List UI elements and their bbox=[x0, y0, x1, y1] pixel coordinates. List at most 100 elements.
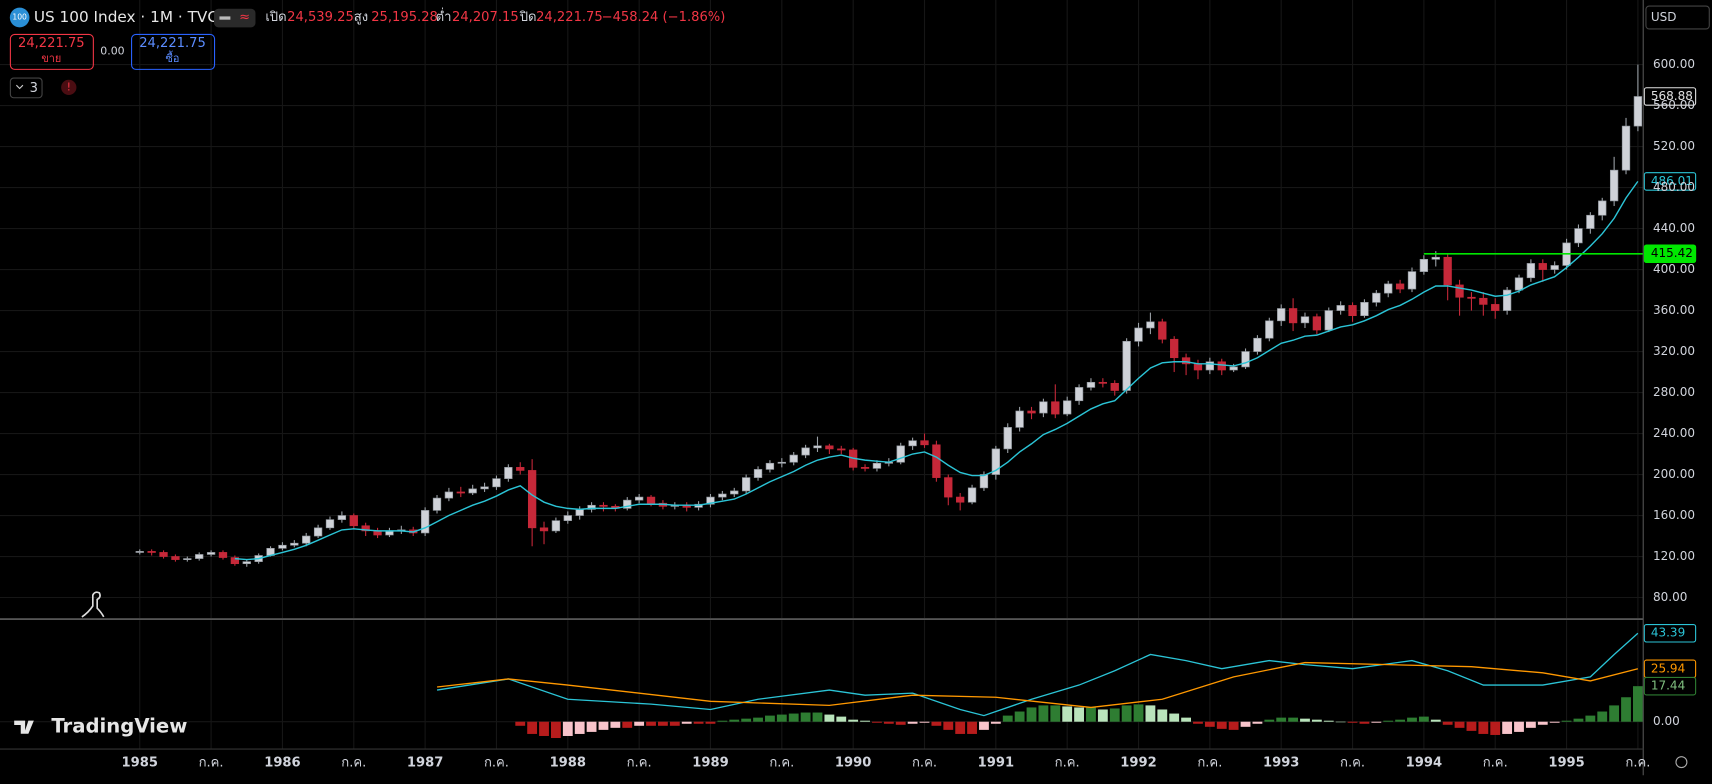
histogram-bar bbox=[1597, 711, 1608, 722]
status-dash bbox=[219, 16, 231, 20]
histogram-bar bbox=[1621, 697, 1631, 722]
indicators-toggle[interactable] bbox=[9, 77, 43, 99]
histogram-bar bbox=[848, 719, 859, 722]
sell-button[interactable] bbox=[9, 33, 94, 70]
y-tick-label: 0.00 bbox=[1653, 714, 1680, 728]
candle-body bbox=[1514, 277, 1524, 291]
candle-body bbox=[539, 527, 549, 532]
candle-body bbox=[1063, 400, 1072, 415]
candle-body bbox=[1158, 321, 1167, 340]
histogram-bar bbox=[586, 721, 597, 732]
candle-body bbox=[646, 496, 656, 504]
x-tick-label: 1991 bbox=[978, 756, 1014, 771]
buy-button[interactable] bbox=[131, 33, 216, 70]
histogram-bar bbox=[812, 712, 823, 722]
histogram-bar bbox=[1145, 705, 1156, 722]
candle-body bbox=[777, 461, 786, 464]
histogram-bar bbox=[800, 712, 811, 722]
ohlc-value: 24,221.75 bbox=[536, 10, 603, 25]
histogram-bar bbox=[1371, 721, 1382, 723]
candle-body bbox=[551, 520, 561, 532]
x-tick-label: 1992 bbox=[1120, 756, 1156, 771]
logo-icon bbox=[14, 720, 34, 734]
candle-body bbox=[349, 515, 358, 527]
histogram-bar bbox=[895, 721, 906, 725]
candle-body bbox=[444, 491, 454, 499]
histogram-bar bbox=[1216, 721, 1227, 729]
candle-body bbox=[908, 440, 917, 447]
candle-body bbox=[337, 515, 347, 520]
histogram-bar bbox=[1038, 705, 1049, 722]
symbol-title[interactable]: US 100 Index · 1M · TVC bbox=[34, 8, 218, 26]
histogram-bar bbox=[1525, 721, 1536, 728]
histogram-bar bbox=[705, 721, 716, 724]
candle-body bbox=[1609, 169, 1619, 202]
x-tick-label: 1994 bbox=[1406, 756, 1442, 771]
candle-body bbox=[1110, 382, 1119, 391]
candle-body bbox=[623, 499, 632, 509]
symbol-status bbox=[214, 8, 256, 28]
histogram-bar bbox=[1537, 721, 1548, 725]
histogram-bar bbox=[1264, 719, 1275, 722]
candle-body bbox=[1051, 401, 1060, 415]
candle-body bbox=[789, 454, 798, 463]
candle-body bbox=[135, 551, 144, 553]
moving-average bbox=[234, 180, 1639, 561]
histogram-bar bbox=[1478, 721, 1489, 734]
histogram-bar bbox=[1359, 721, 1370, 724]
candle-body bbox=[171, 556, 180, 560]
candle-body bbox=[979, 474, 989, 489]
candle-body bbox=[456, 491, 465, 494]
x-tick-label: ก.ค. bbox=[627, 756, 652, 771]
candle-body bbox=[1574, 228, 1583, 244]
candle-body bbox=[1265, 320, 1274, 339]
value-badge-label: 568.88 bbox=[1651, 89, 1693, 103]
histogram-bar bbox=[1407, 717, 1417, 722]
histogram-bar bbox=[1097, 709, 1108, 722]
candle-body bbox=[1312, 316, 1322, 331]
histogram-bar bbox=[919, 721, 930, 723]
candle-body bbox=[361, 525, 370, 532]
y-tick-label: 520.00 bbox=[1653, 139, 1695, 153]
x-tick-label: ก.ค. bbox=[341, 756, 366, 771]
histogram-bar bbox=[1276, 717, 1287, 722]
histogram-bar bbox=[907, 721, 918, 724]
histogram-bar bbox=[943, 721, 954, 730]
histogram-bar bbox=[1133, 704, 1144, 722]
candle-body bbox=[1491, 304, 1500, 311]
histogram-bar bbox=[1502, 721, 1513, 734]
currency-button[interactable] bbox=[1645, 5, 1710, 30]
histogram-bar bbox=[1430, 719, 1441, 722]
histogram-bar bbox=[1193, 721, 1203, 724]
candle-body bbox=[801, 447, 810, 456]
value-badge-label: 43.39 bbox=[1651, 626, 1685, 640]
histogram-bar bbox=[646, 721, 656, 726]
grid bbox=[0, 0, 1644, 750]
candle-body bbox=[1229, 366, 1238, 371]
candle-body bbox=[1621, 125, 1631, 171]
candle-body bbox=[480, 486, 489, 490]
x-tick-label: ก.ค. bbox=[1483, 756, 1508, 771]
candle-body bbox=[1395, 283, 1405, 290]
ohlc-label: ต่ำ bbox=[436, 7, 452, 25]
histogram-bar bbox=[1169, 713, 1180, 722]
y-tick-label: 440.00 bbox=[1653, 221, 1695, 235]
y-tick-label: 200.00 bbox=[1653, 467, 1695, 481]
symbol-badge: 100 bbox=[12, 13, 27, 22]
settings-icon[interactable] bbox=[1675, 756, 1688, 769]
value-badge bbox=[1643, 676, 1697, 696]
candle-body bbox=[1086, 381, 1096, 388]
alert-icon[interactable] bbox=[61, 79, 77, 96]
histogram-bar bbox=[681, 721, 692, 724]
histogram-bar bbox=[967, 721, 977, 734]
histogram-bar bbox=[765, 715, 775, 722]
candle-body bbox=[920, 440, 929, 446]
x-tick-label: 1989 bbox=[692, 756, 728, 771]
histogram-bar bbox=[729, 719, 740, 722]
histogram-bar bbox=[1050, 705, 1061, 722]
candle-body bbox=[278, 544, 287, 549]
histogram-bar bbox=[1062, 706, 1073, 722]
histogram-bar bbox=[539, 721, 549, 736]
candle-body bbox=[1586, 214, 1595, 229]
histogram-bar bbox=[574, 721, 585, 734]
